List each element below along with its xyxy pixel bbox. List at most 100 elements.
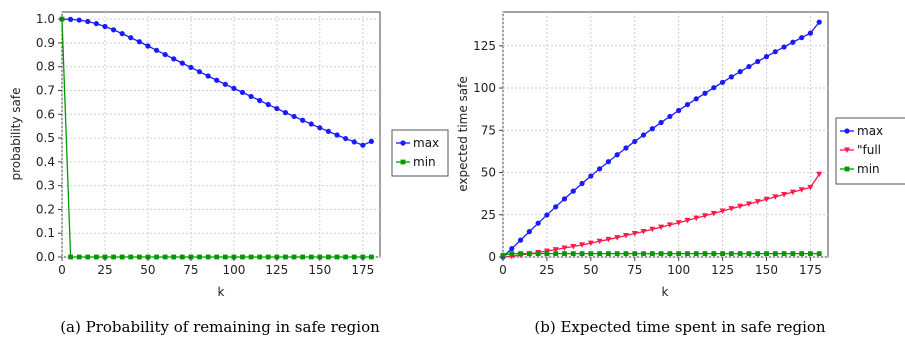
series-max-point [67, 16, 74, 22]
ticks-a: 0 25 50 75 100 125 150 175 0.0 0.1 0.2 0.3 0.4 0.5 0.6… [36, 12, 374, 277]
series-min-point [128, 254, 134, 260]
y-tick-label: 0.9 [36, 36, 55, 50]
series-min-point [553, 251, 559, 257]
series-min-point [535, 251, 541, 257]
series-full-point [798, 187, 805, 193]
series-min-point [111, 254, 116, 260]
legend-max-label: max [857, 124, 883, 138]
series-full-point [702, 213, 709, 219]
series-min-point [222, 254, 228, 260]
series-min-point [808, 251, 813, 257]
series-full-point [807, 184, 814, 191]
x-tick-label: 125 [711, 263, 734, 277]
series-max-point [790, 39, 796, 45]
series-min-point [76, 254, 82, 260]
series-max-point [231, 85, 237, 91]
legend-box [391, 129, 449, 177]
series-min-point [214, 254, 220, 260]
series-full-point [745, 201, 752, 207]
series-min-point [676, 251, 682, 257]
x-tick-label: 75 [183, 263, 198, 277]
series-max-point [517, 237, 524, 243]
series-max-point [702, 90, 708, 96]
series-max-point [110, 27, 117, 33]
y-tick-label: 125 [473, 39, 496, 53]
series-max-point [544, 212, 550, 218]
legend-b: max "full min [835, 117, 905, 185]
series-full-point [693, 215, 700, 222]
y-tick-label: 0.0 [36, 250, 55, 264]
series-full-point [719, 208, 726, 215]
ticks-b: 0 25 50 75 100 125 150 175 0 25 50 75 100 125 [473, 39, 822, 277]
series-max-point [119, 31, 125, 37]
series-max-point [509, 245, 515, 252]
series-min-point [799, 251, 805, 257]
y-axis-label-b: expected time safe [456, 76, 470, 192]
series-full-point [675, 220, 682, 226]
series-max-point [649, 126, 655, 132]
series-max-point [76, 17, 82, 23]
series-max-point [274, 105, 280, 112]
plot-area-a [61, 11, 381, 258]
series-max-point [343, 135, 349, 142]
series-full-point [596, 238, 603, 245]
series-min-point [781, 251, 787, 257]
series-min-point [772, 251, 778, 257]
series-full-point [737, 203, 744, 210]
series-full-point [666, 222, 673, 228]
legend-min-label: min [857, 162, 880, 176]
series-min-point [702, 251, 708, 257]
series-min-point [85, 254, 91, 260]
series-min-point [500, 252, 506, 258]
series-max-point [719, 79, 726, 85]
series-min-point [283, 254, 288, 260]
series-min-point [334, 254, 340, 260]
series-min-point [369, 254, 374, 260]
series-b [500, 19, 823, 260]
series-min-point [162, 254, 168, 260]
series-min-point [248, 254, 254, 260]
series-min-point [570, 251, 576, 257]
series-full-point [772, 194, 779, 200]
series-min-point [641, 251, 646, 257]
x-tick-label: 175 [799, 263, 822, 277]
series-max-point [737, 69, 743, 75]
series-max-point [360, 142, 366, 148]
legend-max-marker [400, 140, 406, 146]
series-min-point [658, 251, 664, 257]
series-max-point [693, 96, 699, 102]
series-max-point [136, 39, 142, 45]
series-max-point [763, 54, 770, 60]
series-full-point [710, 210, 717, 217]
x-tick-label: 50 [140, 263, 155, 277]
y-tick-label: 0.7 [36, 83, 55, 97]
series-min-point [291, 254, 297, 260]
series-max-point [746, 63, 752, 70]
y-tick-label: 75 [481, 123, 496, 137]
series-max-point [85, 18, 91, 25]
series-min-point [308, 254, 314, 260]
series-min-point [720, 251, 725, 257]
series-full-point [570, 244, 577, 250]
series-min-point [667, 251, 673, 257]
series-max-point [188, 64, 194, 71]
series-min-point [816, 251, 822, 257]
series-min-point [240, 254, 245, 260]
series-max-point [526, 229, 532, 235]
series-a [59, 16, 375, 260]
series-min-point [597, 251, 603, 257]
y-axis-label-a: probability safe [9, 87, 23, 180]
y-tick-label: 1.0 [36, 12, 55, 26]
series-min-point [544, 251, 550, 257]
series-min-point [257, 254, 263, 260]
x-tick-label: 25 [539, 263, 554, 277]
series-max-point [325, 128, 332, 135]
series-max-point [351, 139, 357, 145]
series-min-point [562, 251, 567, 257]
series-min-point [300, 254, 306, 260]
series-max-point [93, 21, 99, 27]
panel-b: 0 25 50 75 100 125 150 175 0 25 50 75 100 125 k expec… [456, 11, 905, 336]
series-min-point [326, 254, 331, 260]
x-tick-label: 125 [265, 263, 288, 277]
x-tick-label: 100 [222, 263, 245, 277]
